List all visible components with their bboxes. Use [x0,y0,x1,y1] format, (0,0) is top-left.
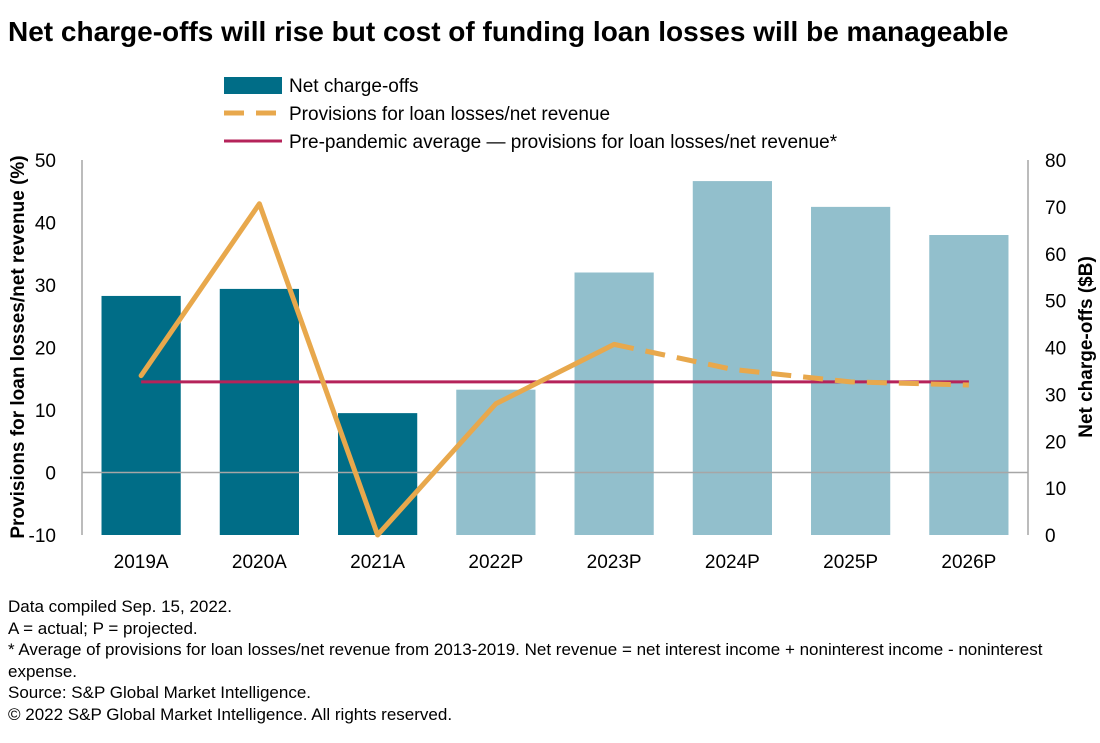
legend-bars-label: Net charge-offs [289,76,419,97]
right-tick-label: 80 [1045,151,1066,172]
left-tick-labels: -10 0 10 20 30 40 50 [29,151,56,547]
bar-2021a [338,413,418,535]
lines-group [138,201,969,538]
category-labels: 2019A 2020A 2021A 2022P 2023P 2024P 2025P 2026P [114,552,997,573]
category-label: 2025P [823,552,878,573]
note-average-definition: * Average of provisions for loan losses/… [8,640,1043,681]
bar-2022p [456,389,536,535]
right-axis-title: Net charge-offs ($B) [1076,256,1097,438]
bar-2023p [574,272,654,535]
legend-bar-swatch [224,77,282,94]
category-label: 2019A [114,552,169,573]
note-copyright: © 2022 S&P Global Market Intelligence. A… [8,704,453,724]
bar-2025p [811,206,891,535]
category-label: 2023P [587,552,642,573]
legend: Net charge-offs Provisions for loan loss… [224,76,838,153]
right-tick-label: 20 [1045,432,1066,453]
left-tick-label: 20 [35,339,56,360]
right-tick-labels: 0 10 20 30 40 50 60 70 80 [1045,151,1066,547]
left-tick-label: 0 [45,464,56,485]
left-axis-title: Provisions for loan losses/net revenue (… [8,155,29,538]
right-tick-label: 30 [1045,385,1066,406]
legend-dashed-label: Provisions for loan losses/net revenue [289,104,610,125]
right-tick-label: 0 [1045,526,1056,547]
note-actual-projected: A = actual; P = projected. [8,618,198,638]
left-tick-label: 40 [35,214,56,235]
right-tick-label: 70 [1045,198,1066,219]
bar-2024p [692,181,772,535]
right-tick-label: 60 [1045,245,1066,266]
left-tick-label: 30 [35,276,56,297]
category-label: 2024P [705,552,760,573]
left-tick-label: 10 [35,401,56,422]
right-tick-label: 10 [1045,479,1066,500]
footnotes: Data compiled Sep. 15, 2022. A = actual;… [8,596,1093,725]
bar-2020a [219,288,299,535]
category-label: 2022P [468,552,523,573]
category-label: 2026P [941,552,996,573]
note-compiled: Data compiled Sep. 15, 2022. [8,597,232,616]
note-source: Source: S&P Global Market Intelligence. [8,683,312,702]
legend-avg-label: Pre-pandemic average — provisions for lo… [289,132,838,153]
right-tick-label: 40 [1045,339,1066,360]
bars-group [101,181,1009,535]
right-tick-label: 50 [1045,292,1066,313]
provisions-line-actual [138,201,617,538]
category-label: 2021A [350,552,405,573]
left-tick-label: -10 [29,526,56,547]
left-tick-label: 50 [35,151,56,172]
chart-title: Net charge-offs will rise but cost of fu… [8,16,1009,47]
provisions-line-projected [613,341,969,388]
category-label: 2020A [232,552,287,573]
